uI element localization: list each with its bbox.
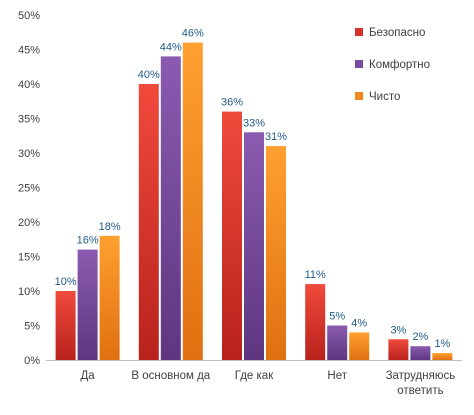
legend-swatch xyxy=(355,28,363,36)
bar xyxy=(432,353,453,360)
x-tick-label: Нет xyxy=(327,370,347,382)
bar xyxy=(55,291,76,360)
data-label: 5% xyxy=(329,311,345,323)
data-label: 4% xyxy=(351,317,367,329)
data-labels: 10% 16%18% 40% 44%46% 36%33%31% 11% 5% 4% 3% 2% 1% xyxy=(55,28,451,351)
y-tick-label: 45% xyxy=(18,45,40,57)
data-label: 1% xyxy=(434,338,450,350)
bar xyxy=(77,249,98,360)
legend: Безопасно Комфортно Чисто xyxy=(355,27,430,103)
legend-swatch xyxy=(355,60,363,68)
data-label: 36% xyxy=(221,97,243,109)
data-label: 44% xyxy=(160,41,182,53)
data-label: 40% xyxy=(138,69,160,81)
x-tick-label: Да xyxy=(81,370,96,382)
y-tick-label: 40% xyxy=(18,79,40,91)
y-tick-label: 50% xyxy=(18,10,40,22)
y-tick-label: 0% xyxy=(24,355,40,367)
legend-label: Безопасно xyxy=(369,27,425,39)
y-tick-label: 5% xyxy=(24,321,40,333)
bar xyxy=(349,332,370,360)
y-tick-label: 30% xyxy=(18,148,40,160)
y-tick-label: 20% xyxy=(18,217,40,229)
legend-label: Чисто xyxy=(369,91,400,103)
legend-swatch xyxy=(355,92,363,100)
bar xyxy=(222,111,242,360)
bar xyxy=(182,42,203,360)
data-label: 11% xyxy=(305,269,326,281)
x-tick-label: В основном да xyxy=(131,370,210,382)
bar xyxy=(99,235,120,360)
bar xyxy=(138,84,159,360)
y-tick-label: 15% xyxy=(18,252,40,264)
x-axis: Да В основном да Где как Нет Затрудняюсь отве… xyxy=(46,360,462,397)
bar xyxy=(266,146,286,360)
bar xyxy=(410,346,431,360)
bar xyxy=(388,339,409,360)
data-label: 33% xyxy=(243,117,265,129)
y-axis: 0% 5% 10% 15% 20% 25% 30% 35% 40% 45% 50% xyxy=(18,10,40,367)
data-label: 2% xyxy=(412,331,428,343)
data-label: 46% xyxy=(182,28,204,40)
bar xyxy=(244,132,264,360)
y-tick-label: 35% xyxy=(18,114,40,126)
bar xyxy=(305,284,326,360)
bars xyxy=(55,42,453,361)
x-tick-label: Затрудняюсь ответить xyxy=(386,370,456,397)
x-tick-label: Где как xyxy=(235,370,274,382)
data-label: 10% xyxy=(55,276,77,288)
data-label: 3% xyxy=(390,324,406,336)
y-tick-label: 10% xyxy=(18,286,40,298)
data-label: 31% xyxy=(265,131,287,143)
bar xyxy=(327,325,348,360)
data-label: 18% xyxy=(99,221,121,233)
legend-label: Комфортно xyxy=(369,59,430,71)
bar xyxy=(160,56,181,361)
y-tick-label: 25% xyxy=(18,183,40,195)
data-label: 16% xyxy=(77,235,99,247)
